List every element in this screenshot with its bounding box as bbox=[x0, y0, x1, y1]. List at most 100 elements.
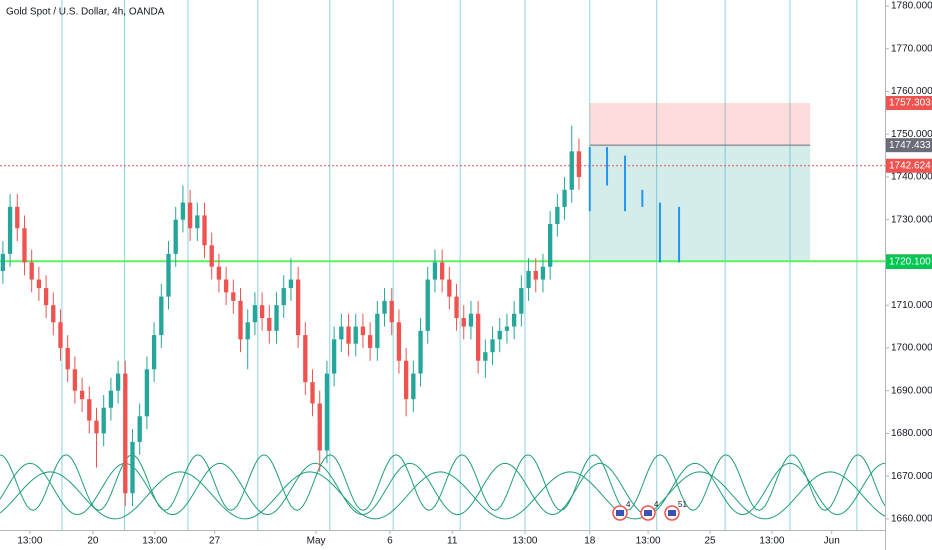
candle-body bbox=[483, 352, 488, 361]
y-tick-label: 1750.000 bbox=[891, 129, 932, 140]
candle-body bbox=[238, 300, 243, 340]
candle-body bbox=[303, 335, 308, 383]
candle-body bbox=[353, 326, 358, 344]
candle-body bbox=[547, 223, 553, 267]
cycle-wave bbox=[0, 471, 886, 520]
candle-body bbox=[79, 390, 85, 400]
candle-body bbox=[223, 279, 229, 293]
y-tick-label: 1710.000 bbox=[891, 300, 932, 311]
stop-zone bbox=[589, 102, 811, 146]
x-tick-label: 13:00 bbox=[512, 536, 537, 547]
candle-body bbox=[137, 416, 142, 442]
price-tag-label: 1742.624 bbox=[889, 160, 931, 171]
candle-body bbox=[324, 373, 330, 451]
candle-body bbox=[576, 151, 582, 177]
x-tick-label: 11 bbox=[447, 536, 458, 547]
candle-body bbox=[130, 441, 135, 494]
candle-body bbox=[245, 322, 250, 340]
candle-body bbox=[144, 369, 150, 417]
candle-body bbox=[454, 296, 459, 318]
y-tick-label: 1670.000 bbox=[891, 471, 932, 482]
candle-body bbox=[65, 347, 70, 370]
candle-body bbox=[209, 245, 214, 267]
candle-body bbox=[108, 390, 114, 408]
y-tick-label: 1660.000 bbox=[891, 514, 932, 525]
price-tag bbox=[886, 158, 932, 173]
price-tag-label: 1720.100 bbox=[889, 257, 931, 268]
candle-body bbox=[151, 335, 157, 370]
event-count: 4 bbox=[626, 500, 631, 509]
candle-body bbox=[346, 326, 351, 344]
candle-body bbox=[58, 322, 63, 348]
y-tick-label: 1760.000 bbox=[891, 86, 932, 97]
price-tag bbox=[886, 255, 932, 270]
candle-body bbox=[101, 407, 106, 434]
x-tick-label: 13:00 bbox=[636, 536, 661, 547]
candle-body bbox=[504, 326, 510, 331]
candle-body bbox=[331, 339, 337, 374]
candle-body bbox=[339, 326, 344, 340]
event-flag bbox=[644, 510, 652, 516]
event-count: 51 bbox=[678, 500, 687, 509]
event-flag bbox=[616, 510, 624, 516]
candle-body bbox=[367, 335, 373, 348]
candle-body bbox=[288, 279, 294, 289]
candle-body bbox=[267, 318, 272, 331]
candle-body bbox=[411, 373, 416, 400]
plot-background-layer bbox=[0, 0, 886, 530]
cycle-wave bbox=[0, 462, 886, 516]
candle-body bbox=[51, 305, 56, 323]
event-count: 4 bbox=[654, 500, 659, 509]
x-tick-label: 13:00 bbox=[142, 536, 167, 547]
candle-body bbox=[195, 215, 200, 229]
chart-title: Gold Spot / U.S. Dollar, 4h, OANDA bbox=[6, 7, 165, 18]
candle-body bbox=[259, 305, 265, 318]
y-tick-label: 1700.000 bbox=[891, 343, 932, 354]
y-tick-label: 1740.000 bbox=[891, 172, 932, 183]
candle-body bbox=[475, 313, 481, 361]
y-tick-label: 1770.000 bbox=[891, 43, 932, 54]
candle-body bbox=[173, 219, 178, 254]
candle-body bbox=[180, 202, 186, 220]
candle-body bbox=[432, 262, 438, 280]
target-zone bbox=[589, 145, 811, 262]
candle-body bbox=[15, 206, 20, 229]
candle-body bbox=[490, 339, 495, 353]
candle-body bbox=[461, 318, 466, 327]
candle-body bbox=[540, 266, 546, 280]
candle-body bbox=[526, 270, 531, 289]
candle-body bbox=[396, 322, 402, 361]
candle-body bbox=[310, 382, 315, 404]
candle-body bbox=[511, 313, 517, 327]
candle-body bbox=[43, 288, 49, 306]
x-tick-label: May bbox=[307, 536, 326, 547]
candle-body bbox=[115, 373, 121, 391]
candle-body bbox=[497, 330, 502, 340]
candle-body bbox=[360, 326, 366, 336]
candle-body bbox=[94, 420, 99, 434]
candle-body bbox=[36, 279, 42, 289]
candle-body bbox=[382, 300, 387, 314]
candle-body bbox=[389, 300, 394, 323]
candle-body bbox=[555, 206, 560, 224]
candle-body bbox=[418, 330, 423, 374]
candle-body bbox=[7, 206, 13, 254]
price-tag-label: 1757.303 bbox=[889, 98, 931, 109]
x-tick-label: 20 bbox=[87, 536, 99, 547]
candle-body bbox=[425, 279, 430, 331]
candle-body bbox=[533, 270, 538, 280]
x-tick-label: 13:00 bbox=[759, 536, 784, 547]
x-tick-label: 25 bbox=[704, 536, 716, 547]
x-tick-label: 6 bbox=[387, 536, 393, 547]
candle-body bbox=[159, 296, 164, 336]
candle-body bbox=[468, 313, 474, 327]
candle-body bbox=[231, 292, 236, 301]
cycle-wave bbox=[0, 454, 886, 511]
candle-body bbox=[123, 373, 128, 494]
price-tag bbox=[886, 138, 932, 153]
candle-body bbox=[403, 360, 409, 400]
candle-body bbox=[439, 262, 445, 280]
candle-body bbox=[187, 202, 193, 229]
price-tag bbox=[886, 95, 932, 110]
